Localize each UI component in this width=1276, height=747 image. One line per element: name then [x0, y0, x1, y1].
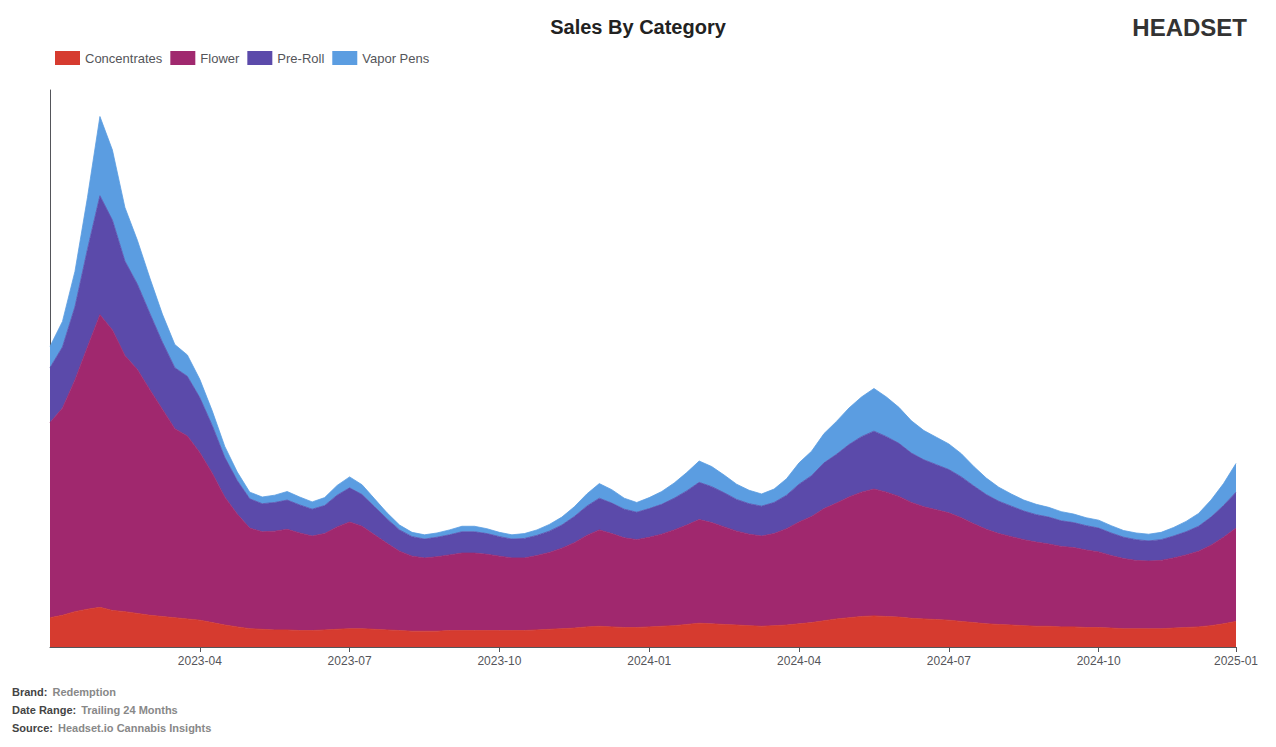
svg-text:Redemption: Redemption: [52, 686, 116, 698]
svg-text:Brand:: Brand:: [12, 686, 47, 698]
svg-text:Headset.io Cannabis Insights: Headset.io Cannabis Insights: [58, 722, 211, 734]
svg-text:2024-10: 2024-10: [1077, 654, 1121, 668]
svg-text:2025-01: 2025-01: [1214, 654, 1258, 668]
svg-text:2023-07: 2023-07: [328, 654, 372, 668]
svg-text:Sales By Category: Sales By Category: [550, 16, 727, 38]
svg-text:Vapor Pens: Vapor Pens: [362, 51, 429, 66]
svg-text:2024-01: 2024-01: [627, 654, 671, 668]
svg-text:Date Range:: Date Range:: [12, 704, 76, 716]
svg-text:Source:: Source:: [12, 722, 53, 734]
svg-text:Concentrates: Concentrates: [85, 51, 163, 66]
svg-text:2024-04: 2024-04: [777, 654, 821, 668]
svg-text:2023-04: 2023-04: [178, 654, 222, 668]
svg-text:Trailing 24 Months: Trailing 24 Months: [81, 704, 178, 716]
svg-text:Pre-Roll: Pre-Roll: [277, 51, 324, 66]
svg-text:2023-10: 2023-10: [477, 654, 521, 668]
svg-text:Flower: Flower: [200, 51, 240, 66]
svg-text:HEADSET: HEADSET: [1132, 14, 1247, 41]
svg-text:2024-07: 2024-07: [927, 654, 971, 668]
